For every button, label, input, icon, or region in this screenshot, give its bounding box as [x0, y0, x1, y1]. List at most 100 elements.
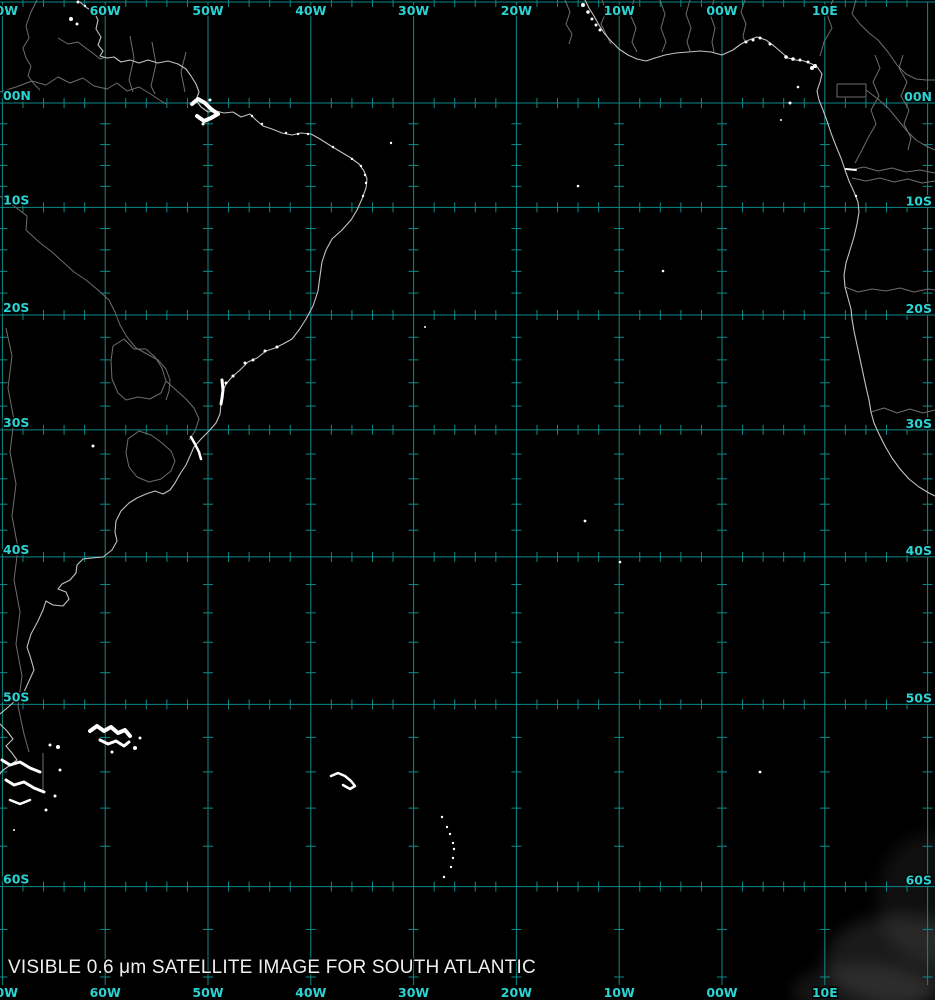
bright-patch-congo-mouth: [845, 168, 857, 171]
bright-dot: [758, 770, 762, 774]
border-congo-1: [854, 54, 881, 164]
coastline-africa-west-coast: [584, 0, 935, 497]
bright-dot: [661, 269, 665, 273]
bright-dot: [590, 17, 594, 21]
bright-dot: [806, 60, 810, 64]
border-guiana-brazil: [180, 51, 187, 93]
grid-label: 70W: [0, 985, 18, 1000]
grid-label: 30W: [398, 985, 429, 1000]
bright-dot: [363, 173, 367, 177]
bright-dot: [75, 22, 79, 26]
bright-dot: [138, 736, 142, 740]
bright-dot: [350, 157, 354, 161]
border-congo-river: [849, 166, 935, 174]
bright-dot: [598, 28, 602, 32]
bright-dot: [451, 856, 455, 860]
grid-label: 20W: [501, 985, 532, 1000]
bright-dot: [442, 875, 446, 879]
grid-label: 60W: [90, 985, 121, 1000]
coastlines: [0, 0, 935, 775]
grid-label: 70W: [0, 3, 18, 18]
border-rio-muni: [836, 83, 867, 98]
bright-dot: [586, 10, 590, 14]
border-gabon-congo: [865, 89, 935, 151]
bright-dot: [583, 519, 587, 523]
grid-label: 10W: [604, 985, 635, 1000]
bright-dot: [231, 374, 235, 378]
grid-label: 50S: [906, 690, 932, 705]
bright-dot: [250, 114, 254, 118]
bright-dot: [76, 0, 80, 4]
grid-label: 20S: [906, 301, 932, 316]
bright-patch-tierra-del-fuego-3: [8, 798, 32, 806]
grid-label: 00N: [904, 89, 932, 104]
grid-label: 50W: [192, 985, 223, 1000]
border-west-africa-1: [564, 0, 573, 45]
bright-dot: [91, 444, 95, 448]
grid-label: 10S: [906, 193, 932, 208]
bright-dot: [449, 865, 453, 869]
bright-dot: [784, 55, 788, 59]
grid-label: 50W: [192, 3, 223, 18]
bright-dot: [361, 194, 365, 198]
border-peru-bolivia-brazil: [0, 195, 171, 401]
bright-dot: [618, 560, 622, 564]
grid-label: 10W: [604, 3, 635, 18]
bright-dot: [251, 358, 255, 362]
border-nigeria-cameroon: [819, 0, 834, 57]
bright-dot: [208, 98, 212, 102]
bright-dot: [451, 841, 455, 845]
border-parana: [165, 380, 200, 441]
bright-dot: [359, 164, 363, 168]
bright-patch-amazon-delta: [190, 97, 220, 123]
border-orange-river: [870, 407, 935, 414]
grid-label: 00W: [706, 985, 737, 1000]
country-borders: [0, 0, 935, 790]
border-venezuela-colombia: [22, 0, 41, 91]
bright-dot: [364, 181, 368, 185]
bright-dot: [133, 746, 137, 750]
grid-label: 30S: [906, 416, 932, 431]
bright-dot: [445, 825, 449, 829]
border-congo-2: [898, 54, 912, 151]
border-west-africa-4: [659, 0, 667, 53]
bright-dot: [44, 808, 48, 812]
grid-label: 20W: [501, 3, 532, 18]
bright-dot: [296, 132, 300, 136]
bright-dot: [243, 361, 247, 365]
grid-label: 60S: [3, 872, 29, 887]
border-highlands: [57, 37, 107, 60]
grid-label: 40S: [906, 543, 932, 558]
bright-dot: [389, 141, 393, 145]
bright-dot: [768, 42, 772, 46]
bright-dot: [224, 381, 228, 385]
grid-label: 30W: [398, 3, 429, 18]
bright-dot: [48, 743, 52, 747]
bright-patch-lagoa-dos-patos: [189, 435, 203, 461]
grid-label: 10E: [812, 985, 838, 1000]
bright-patch-falklands-1: [88, 724, 132, 738]
bright-features: [0, 0, 858, 879]
bright-dot: [791, 57, 795, 61]
bright-dot: [810, 66, 814, 70]
bright-dot: [306, 132, 310, 136]
bright-dot: [594, 23, 598, 27]
grid-label: 40W: [295, 3, 326, 18]
bright-dot: [260, 122, 264, 126]
bright-dot: [284, 131, 288, 135]
bright-dot: [758, 36, 762, 40]
bright-dot: [53, 794, 57, 798]
grid-label: 60W: [90, 3, 121, 18]
bright-dot: [275, 345, 279, 349]
bright-patch-santos-coast: [219, 378, 225, 406]
bright-dot: [581, 3, 585, 7]
bright-dot: [424, 326, 426, 328]
bright-patch-tierra-del-fuego-1: [0, 758, 42, 774]
bright-patch-south-georgia: [329, 771, 357, 791]
border-west-africa-6: [709, 0, 716, 53]
border-cameroon-north: [851, 0, 935, 81]
grid-label: 10E: [812, 3, 838, 18]
